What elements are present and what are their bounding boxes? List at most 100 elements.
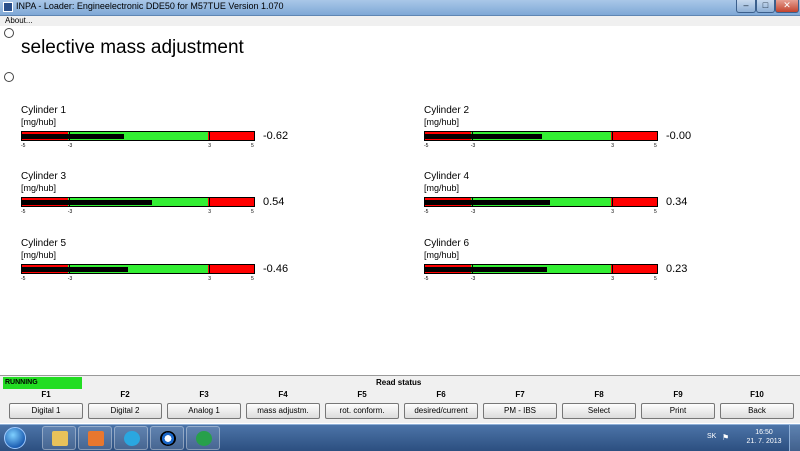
cylinder-name: Cylinder 6 xyxy=(424,238,470,249)
gauge-tick-label: 5 xyxy=(654,143,657,149)
gauge-tick-label: -3 xyxy=(67,209,73,215)
cylinder-panel: Cylinder 4 [mg/hub] -5 -3 3 5 0.34 xyxy=(424,171,724,231)
gauge-separator xyxy=(209,198,211,206)
cylinder-unit: [mg/hub] xyxy=(424,117,460,127)
gauge-fill-bar xyxy=(425,200,550,205)
gauge-tick-label: 3 xyxy=(208,209,211,215)
status-line: RUNNING Read status xyxy=(0,375,800,390)
gauge-tick-label: -3 xyxy=(470,143,476,149)
tray-flag-icon[interactable]: ⚑ xyxy=(722,433,730,442)
function-key-button[interactable]: Back xyxy=(720,403,794,419)
minimize-button[interactable]: – xyxy=(736,0,756,13)
function-key-button[interactable]: mass adjustm. xyxy=(246,403,320,419)
gauge-high-zone xyxy=(207,198,254,206)
function-key-button[interactable]: Analog 1 xyxy=(167,403,241,419)
function-key-button[interactable]: rot. conform. xyxy=(325,403,399,419)
function-key-bar: F1 Digital 1 F2 Digital 2 F3 Analog 1 F4 mass a… xyxy=(0,389,800,423)
function-key-button[interactable]: Digital 2 xyxy=(88,403,162,419)
gauge-tick-label: -5 xyxy=(424,143,429,149)
page-title: selective mass adjustment xyxy=(21,37,244,58)
gauge-separator xyxy=(612,132,614,140)
gauge-high-zone xyxy=(610,198,657,206)
function-key-label: F4 xyxy=(278,390,288,399)
cylinder-panel: Cylinder 5 [mg/hub] -5 -3 3 5 -0.46 xyxy=(21,238,321,298)
show-desktop-button[interactable] xyxy=(789,425,800,451)
gauge-tick-label: 3 xyxy=(208,276,211,282)
function-key-f3: F3 Analog 1 xyxy=(167,389,246,423)
inpa-icon[interactable] xyxy=(186,426,220,450)
function-key-button[interactable]: Digital 1 xyxy=(9,403,83,419)
cylinder-gauge xyxy=(21,264,255,274)
cylinder-value: -0.46 xyxy=(263,263,289,275)
function-key-label: F1 xyxy=(41,390,51,399)
gauge-tick-label: 5 xyxy=(251,276,254,282)
gauge-tick-label: -5 xyxy=(424,209,429,215)
gauge-tick-label: -3 xyxy=(67,276,73,282)
function-key-label: F8 xyxy=(594,390,604,399)
cylinder-gauge xyxy=(424,131,658,141)
function-key-f10: F10 Back xyxy=(720,389,799,423)
gauge-ticks: -5 -3 3 5 xyxy=(21,209,255,217)
radio-option-1[interactable] xyxy=(4,28,14,38)
window-title: INPA - Loader: Engineelectronic DDE50 fo… xyxy=(16,1,284,11)
gauge-high-zone xyxy=(610,132,657,140)
cylinder-unit: [mg/hub] xyxy=(424,250,460,260)
clock[interactable]: 16:50 21. 7. 2013 xyxy=(742,428,786,446)
gauge-separator xyxy=(612,198,614,206)
cylinder-panel: Cylinder 2 [mg/hub] -5 -3 3 5 -0.00 xyxy=(424,105,724,165)
maximize-button[interactable]: □ xyxy=(756,0,775,13)
function-key-label: F7 xyxy=(515,390,525,399)
gauge-fill-bar xyxy=(22,134,125,139)
function-key-button[interactable]: Print xyxy=(641,403,715,419)
function-key-label: F2 xyxy=(120,390,130,399)
cylinder-value: -0.62 xyxy=(263,130,289,142)
clock-time: 16:50 xyxy=(755,429,773,436)
cylinder-value: 0.23 xyxy=(666,263,688,275)
language-indicator[interactable]: SK xyxy=(707,433,717,440)
function-key-label: F6 xyxy=(436,390,446,399)
cylinder-name: Cylinder 4 xyxy=(424,171,470,182)
cylinder-gauge xyxy=(21,197,255,207)
skype-icon[interactable] xyxy=(114,426,148,450)
cylinder-name: Cylinder 3 xyxy=(21,171,67,182)
cylinder-unit: [mg/hub] xyxy=(424,183,460,193)
media-player-icon[interactable] xyxy=(78,426,112,450)
gauge-ticks: -5 -3 3 5 xyxy=(21,143,255,151)
explorer-icon[interactable] xyxy=(42,426,76,450)
gauge-fill-bar xyxy=(425,134,542,139)
taskbar: SK ⚑ 16:50 21. 7. 2013 xyxy=(0,424,800,451)
gauge-tick-label: 5 xyxy=(654,276,657,282)
function-key-f8: F8 Select xyxy=(562,389,641,423)
bmw-icon[interactable] xyxy=(150,426,184,450)
cylinder-gauge xyxy=(21,131,255,141)
title-bar: INPA - Loader: Engineelectronic DDE50 fo… xyxy=(0,0,800,16)
function-key-f9: F9 Print xyxy=(641,389,720,423)
clock-date: 21. 7. 2013 xyxy=(746,438,782,445)
function-key-button[interactable]: Select xyxy=(562,403,636,419)
gauge-ticks: -5 -3 3 5 xyxy=(424,143,658,151)
function-key-f2: F2 Digital 2 xyxy=(88,389,167,423)
cylinder-value: 0.54 xyxy=(263,196,285,208)
function-key-button[interactable]: PM - IBS xyxy=(483,403,557,419)
close-button[interactable]: ✕ xyxy=(775,0,799,13)
windows-start-icon[interactable] xyxy=(4,427,26,449)
cylinder-panel: Cylinder 3 [mg/hub] -5 -3 3 5 0.54 xyxy=(21,171,321,231)
function-key-f1: F1 Digital 1 xyxy=(9,389,88,423)
function-key-button[interactable]: desired/current xyxy=(404,403,478,419)
gauge-fill-bar xyxy=(22,200,152,205)
gauge-fill-bar xyxy=(425,267,548,272)
function-key-label: F10 xyxy=(750,390,764,399)
gauge-tick-label: -5 xyxy=(21,143,26,149)
running-indicator: RUNNING xyxy=(3,377,82,389)
gauge-tick-label: -3 xyxy=(470,209,476,215)
cylinder-value: 0.34 xyxy=(666,196,688,208)
gauge-high-zone xyxy=(207,265,254,273)
cylinder-unit: [mg/hub] xyxy=(21,250,57,260)
gauge-ticks: -5 -3 3 5 xyxy=(21,276,255,284)
radio-option-2[interactable] xyxy=(4,72,14,82)
function-key-f7: F7 PM - IBS xyxy=(483,389,562,423)
cylinder-panel: Cylinder 6 [mg/hub] -5 -3 3 5 0.23 xyxy=(424,238,724,298)
gauge-ok-zone xyxy=(68,132,208,140)
cylinder-name: Cylinder 2 xyxy=(424,105,470,116)
menu-about[interactable]: About... xyxy=(5,16,33,25)
